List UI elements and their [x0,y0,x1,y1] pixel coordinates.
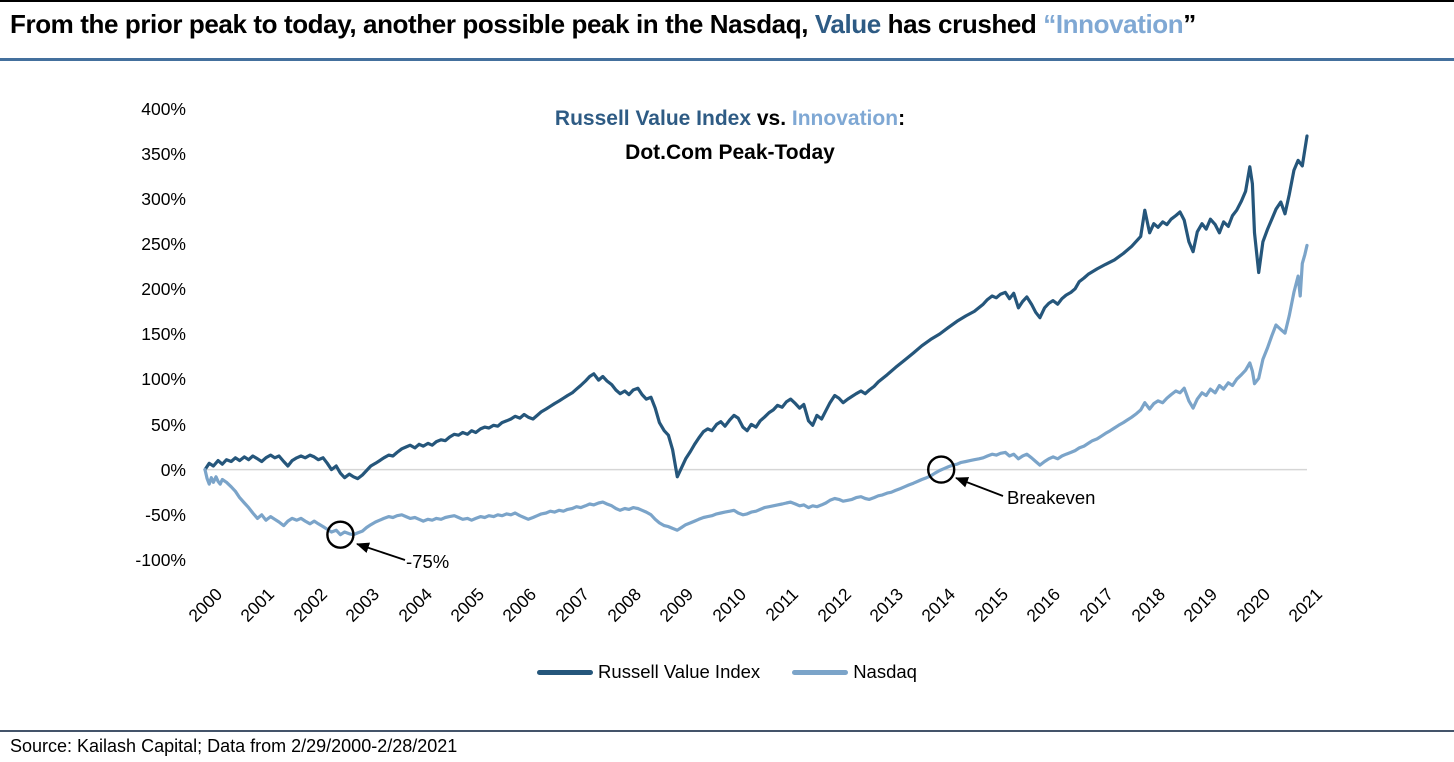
annotation-circle-breakeven [927,455,956,484]
x-tick-2006: 2006 [498,584,541,626]
y-tick-neg50pct: -50% [145,504,186,525]
x-tick-2000: 2000 [184,584,227,626]
x-tick-2020: 2020 [1232,584,1274,626]
x-tick-2005: 2005 [446,584,489,626]
headline-part1: From the prior peak to today, another po… [10,9,815,39]
headline-close-quote: ” [1183,9,1196,39]
x-tick-2019: 2019 [1179,584,1222,626]
x-tick-2001: 2001 [236,584,279,626]
chart-title: Russell Value Index vs. Innovation: Dot.… [230,102,1230,170]
chart-title-vs: vs. [751,107,792,130]
legend-item-nasdaq: Nasdaq [792,661,917,683]
x-tick-2010: 2010 [708,584,750,626]
plot-area [203,134,1309,561]
legend: Russell Value Index Nasdaq [0,661,1454,683]
y-tick-neg100pct: -100% [135,550,186,570]
headline-innovation-word: “Innovation [1043,9,1184,39]
y-tick-400pct: 400% [141,98,186,119]
y-tick-250pct: 250% [141,233,186,254]
x-tick-2012: 2012 [813,584,855,626]
y-tick-0pct: 0% [160,459,186,480]
headline-value-word: Value [814,9,881,39]
x-tick-2018: 2018 [1127,584,1169,626]
legend-swatch-russell-value-index [537,669,594,675]
chart-title-series1: Russell Value Index [554,107,752,130]
y-tick-50pct: 50% [150,414,186,435]
headline-part2: has crushed [880,9,1044,39]
annotation-circle--75- [326,520,355,549]
chart-title-colon: : [898,107,906,130]
series-line-nasdaq [203,243,1309,537]
x-tick-2003: 2003 [341,584,384,626]
legend-swatch-nasdaq [792,669,849,675]
legend-item-russell-value-index: Russell Value Index [537,661,760,683]
annotation-label-breakeven: Breakeven [1007,487,1096,508]
annotation-arrow-breakeven [955,477,1004,497]
chart-title-line2: Dot.Com Peak-Today [625,141,835,164]
x-tick-2007: 2007 [551,584,593,626]
x-tick-2004: 2004 [393,584,436,626]
x-tick-2014: 2014 [917,584,960,626]
legend-label-nasdaq: Nasdaq [853,661,917,682]
chart-title-line1: Russell Value Index vs. Innovation: [230,102,1230,136]
x-tick-2021: 2021 [1284,584,1327,626]
x-tick-2017: 2017 [1074,584,1117,626]
x-tick-2013: 2013 [865,584,908,626]
x-tick-2016: 2016 [1022,584,1065,626]
x-tick-2002: 2002 [289,584,331,626]
series-line-russell-value-index [203,134,1309,481]
legend-label-russell-value-index: Russell Value Index [598,661,761,682]
y-tick-150pct: 150% [141,324,186,345]
annotation-label--75-: -75% [406,551,450,572]
headline-divider [0,58,1454,61]
x-tick-2008: 2008 [603,584,646,626]
x-tick-2015: 2015 [970,584,1012,626]
x-tick-2009: 2009 [655,584,698,626]
y-tick-350pct: 350% [141,143,186,164]
source-note: Source: Kailash Capital; Data from 2/29/… [10,736,458,756]
y-tick-100pct: 100% [141,369,186,390]
source-divider [0,730,1454,732]
y-tick-200pct: 200% [141,279,186,300]
annotation-arrow--75- [356,542,406,561]
page-title: From the prior peak to today, another po… [10,9,1196,40]
y-tick-300pct: 300% [141,188,186,209]
chart-title-series2: Innovation [791,107,899,130]
x-tick-2011: 2011 [761,584,803,625]
